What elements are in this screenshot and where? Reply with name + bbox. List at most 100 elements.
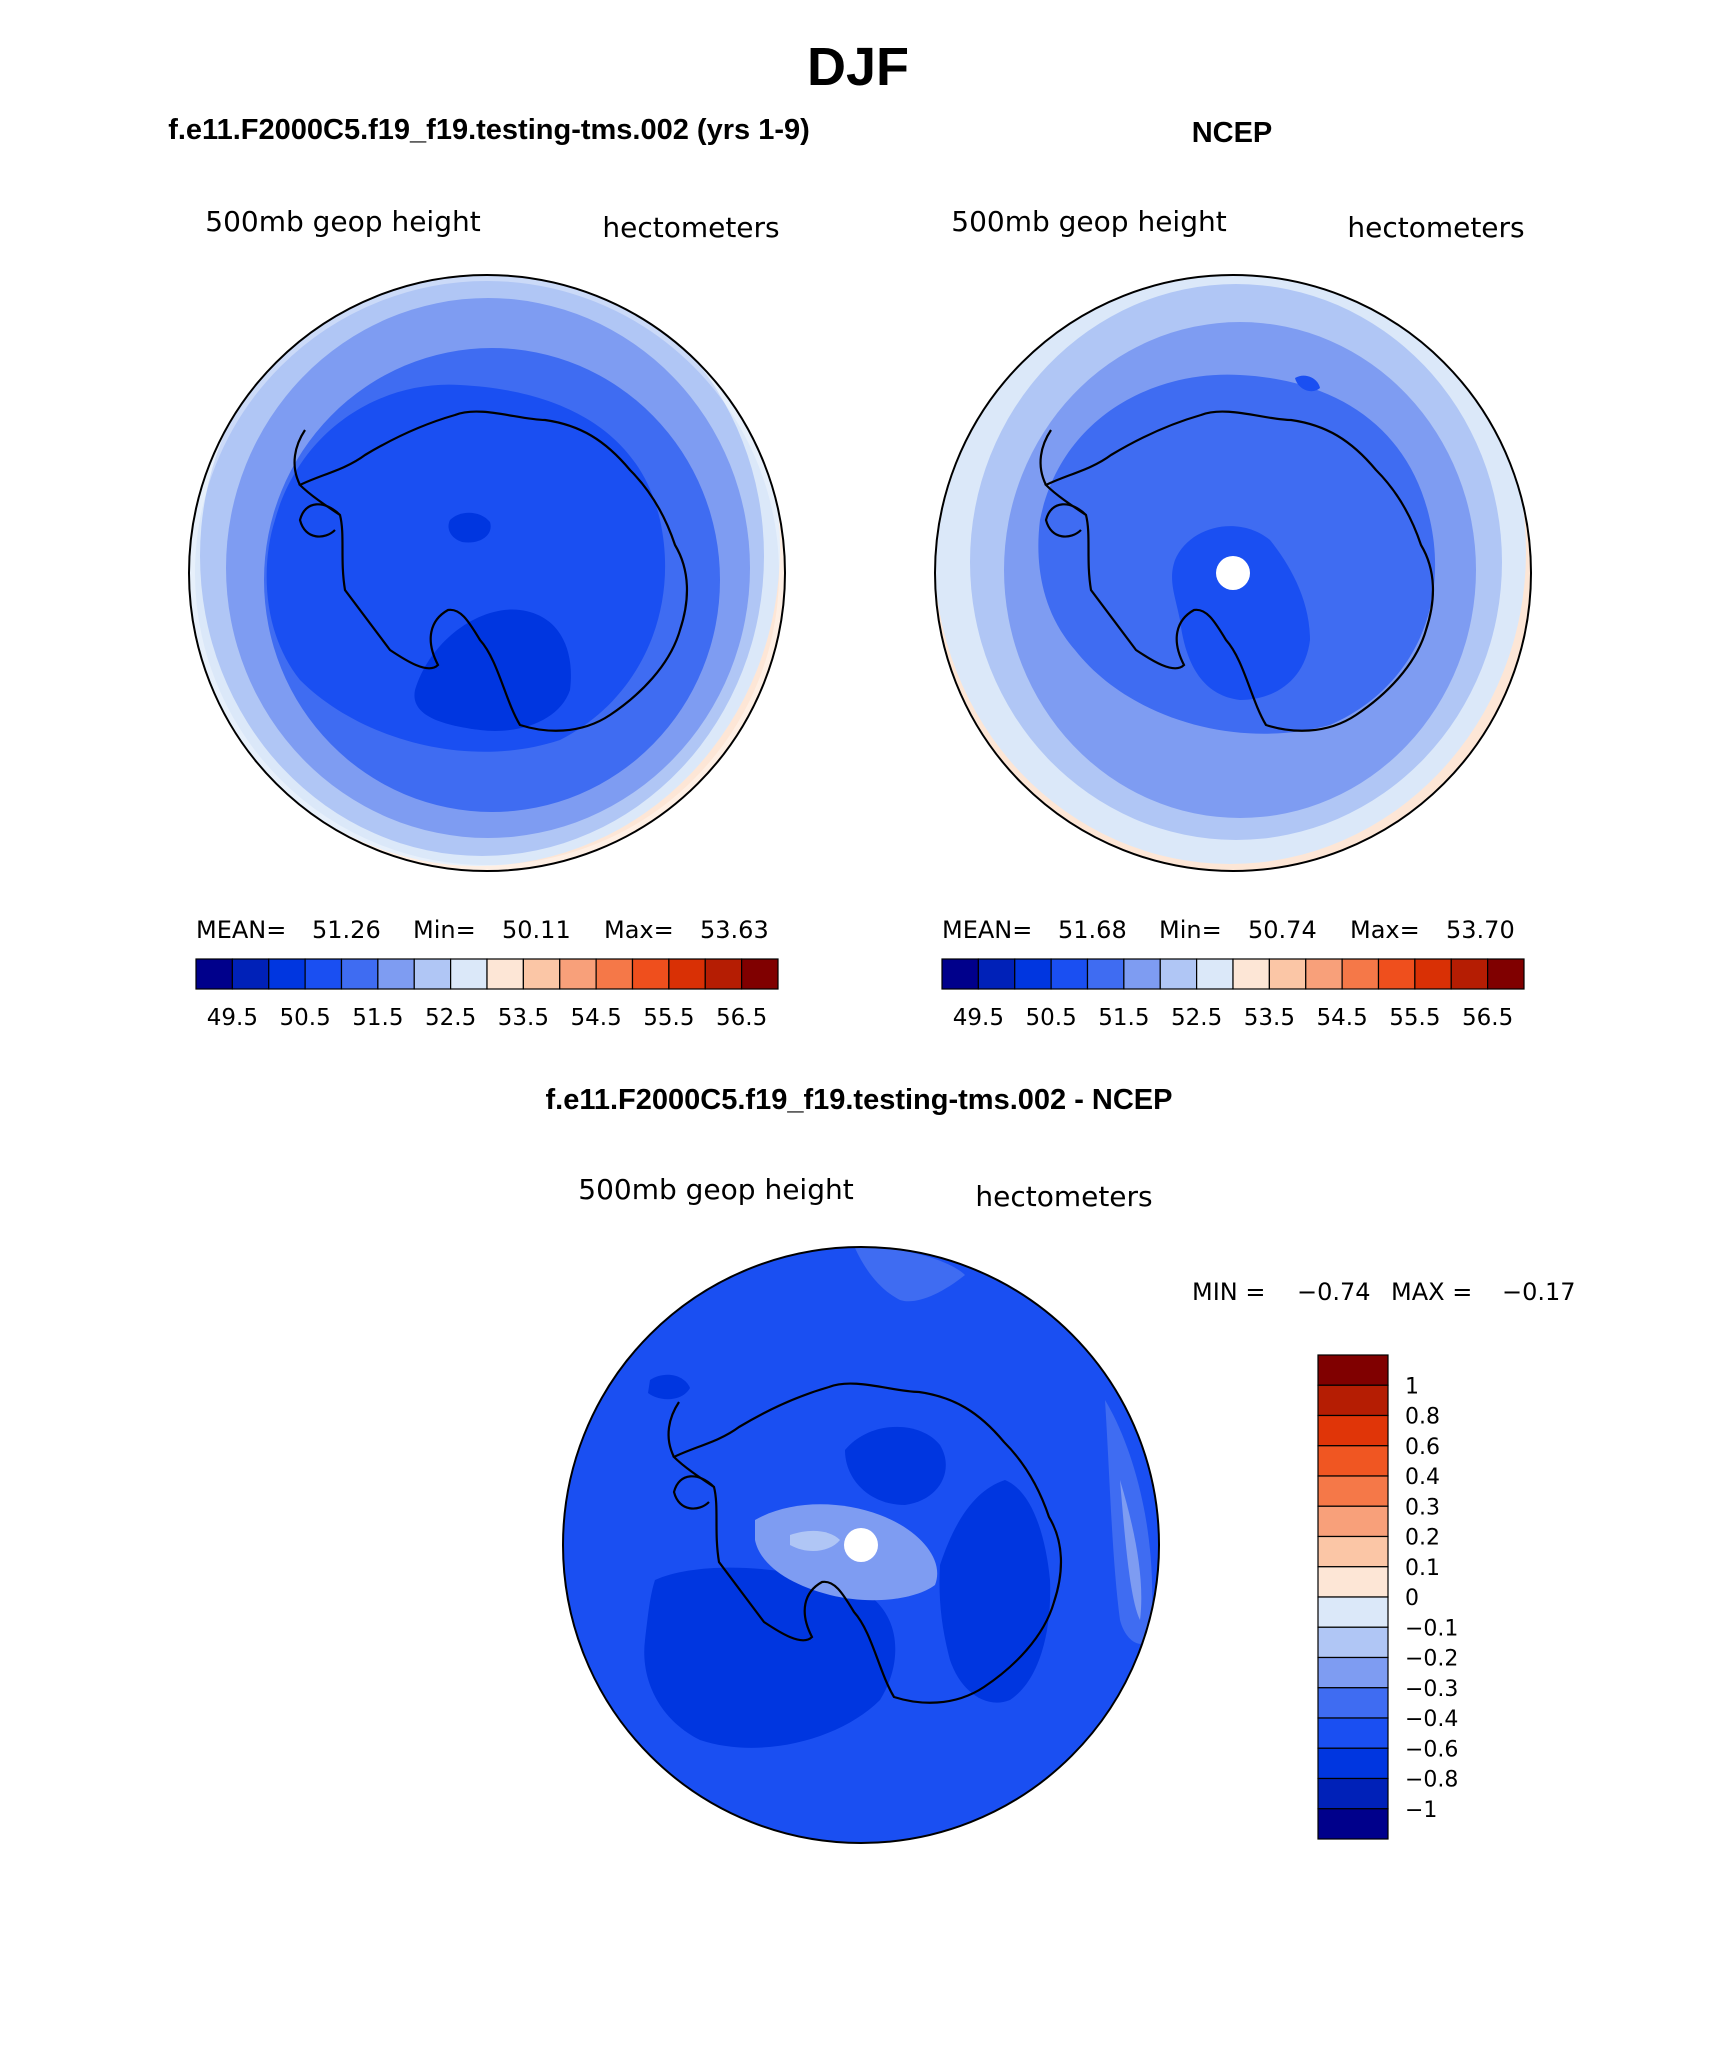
stat-mean: 51.26 (312, 916, 381, 944)
colorbar-swatch (1317, 1687, 1389, 1719)
colorbar-model-labels: 49.5 50.5 51.5 52.5 53.5 54.5 55.5 56.5 (207, 1005, 767, 1031)
figure-title: DJF (807, 37, 909, 97)
colorbar-tick-label: 0 (1405, 1586, 1419, 1611)
stat-max: −0.17 (1502, 1278, 1576, 1306)
coastline-icon (1039, 410, 1434, 732)
colorbar-tick-label: 49.5 (207, 1005, 258, 1031)
caption-ncep: NCEP (1192, 117, 1273, 149)
colorbar-tick-label: 0.8 (1405, 1405, 1440, 1430)
colorbar-tick-label: 54.5 (571, 1005, 622, 1031)
colorbar-tick-label: 0.2 (1405, 1526, 1440, 1551)
colorbar-tick-label: 50.5 (280, 1005, 331, 1031)
colorbar-swatch (977, 958, 1016, 990)
stat-min-label: MIN = (1192, 1278, 1265, 1306)
colorbar-swatch (1317, 1535, 1389, 1568)
colorbar-swatch (522, 958, 561, 990)
colorbar-tick-label: 51.5 (352, 1005, 403, 1031)
colorbar-swatch (1159, 958, 1198, 990)
stat-max-label: Max= (1350, 916, 1420, 944)
colorbar-swatch (1317, 1384, 1389, 1417)
colorbar-ncep-labels: 49.5 50.5 51.5 52.5 53.5 54.5 55.5 56.5 (953, 1005, 1513, 1031)
colorbar-swatch (1050, 958, 1089, 990)
colorbar-tick-label: 51.5 (1098, 1005, 1149, 1031)
colorbar-swatch (1317, 1656, 1389, 1689)
colorbar-difference (1317, 1354, 1389, 1840)
colorbar-swatch (1086, 958, 1125, 990)
stat-mean: 51.68 (1058, 916, 1127, 944)
panel-difference: 500mb geop height hectometers MIN = −0.7… (562, 1173, 1576, 1844)
colorbar-tick-label: 52.5 (425, 1005, 476, 1031)
panel-model: 500mb geop height hectometers MEAN= 51.2… (188, 205, 786, 1031)
colorbar-swatch (1317, 1777, 1389, 1810)
pole-mask (1216, 556, 1250, 590)
units-label: hectometers (602, 211, 779, 244)
variable-label: 500mb geop height (578, 1173, 853, 1206)
coastline-icon (293, 410, 688, 732)
colorbar-swatch (1317, 1596, 1389, 1628)
colorbar-tick-label: 56.5 (1462, 1005, 1513, 1031)
colorbar-swatch (1317, 1717, 1389, 1749)
colorbar-swatch (1317, 1354, 1389, 1386)
colorbar-tick-label: 0.6 (1405, 1435, 1440, 1460)
colorbar-tick-label: 56.5 (716, 1005, 767, 1031)
colorbar-swatch (704, 958, 743, 990)
colorbar-swatch (304, 958, 343, 990)
colorbar-swatch (1377, 958, 1416, 990)
panel-ncep: 500mb geop height hectometers MEAN= 51.6… (934, 205, 1532, 1031)
colorbar-tick-label: −0.2 (1405, 1647, 1458, 1672)
colorbar-difference-labels: 1 0.8 0.6 0.4 0.3 0.2 0.1 0 −0.1 −0.2 −0… (1405, 1374, 1458, 1823)
colorbar-tick-label: 53.5 (498, 1005, 549, 1031)
colorbar-tick-label: 49.5 (953, 1005, 1004, 1031)
stat-mean-label: MEAN= (196, 916, 286, 944)
colorbar-swatch (1317, 1445, 1389, 1477)
colorbar-swatch (1317, 1414, 1389, 1447)
colorbar-swatch (1305, 958, 1343, 990)
colorbar-tick-label: 55.5 (1389, 1005, 1440, 1031)
colorbar-tick-label: −0.4 (1405, 1707, 1458, 1732)
colorbar-swatch (1317, 1566, 1389, 1598)
colorbar-tick-label: −1 (1405, 1798, 1437, 1823)
stat-min-label: Min= (1159, 916, 1222, 944)
coastline-icon (667, 1382, 1062, 1704)
colorbar-swatch (1450, 958, 1489, 990)
colorbar-swatch (1341, 958, 1380, 990)
colorbar-swatch (595, 958, 634, 990)
colorbar-tick-label: 50.5 (1026, 1005, 1077, 1031)
colorbar-swatch (450, 958, 488, 990)
colorbar-swatch (1317, 1747, 1389, 1780)
map-border (188, 274, 786, 872)
variable-label: 500mb geop height (951, 205, 1226, 238)
colorbar-swatch (1123, 958, 1161, 990)
colorbar-tick-label: −0.1 (1405, 1616, 1458, 1641)
colorbar-tick-label: −0.8 (1405, 1768, 1458, 1793)
units-label: hectometers (975, 1180, 1152, 1213)
pole-mask (844, 1528, 878, 1562)
units-label: hectometers (1347, 211, 1524, 244)
colorbar-swatch (1317, 1626, 1389, 1659)
colorbar-swatch (559, 958, 597, 990)
colorbar-swatch (195, 958, 233, 990)
colorbar-swatch (668, 958, 706, 990)
stat-max: 53.63 (700, 916, 769, 944)
colorbar-swatch (413, 958, 452, 990)
stat-max: 53.70 (1446, 916, 1515, 944)
stat-min: 50.11 (502, 916, 571, 944)
colorbar-model (195, 958, 779, 990)
colorbar-swatch (1317, 1475, 1389, 1507)
colorbar-swatch (1487, 958, 1525, 990)
map-ncep (935, 275, 1531, 871)
stat-min: 50.74 (1248, 916, 1317, 944)
stat-mean-label: MEAN= (942, 916, 1032, 944)
colorbar-swatch (231, 958, 270, 990)
colorbar-tick-label: 53.5 (1244, 1005, 1295, 1031)
caption-difference: f.e11.F2000C5.f19_f19.testing-tms.002 - … (546, 1084, 1173, 1116)
colorbar-tick-label: 0.1 (1405, 1556, 1440, 1581)
colorbar-tick-label: −0.3 (1405, 1677, 1458, 1702)
colorbar-swatch (631, 958, 670, 990)
colorbar-tick-label: 54.5 (1317, 1005, 1368, 1031)
colorbar-tick-label: 52.5 (1171, 1005, 1222, 1031)
colorbar-swatch (340, 958, 379, 990)
colorbar-tick-label: 55.5 (643, 1005, 694, 1031)
colorbar-swatch (1014, 958, 1052, 990)
